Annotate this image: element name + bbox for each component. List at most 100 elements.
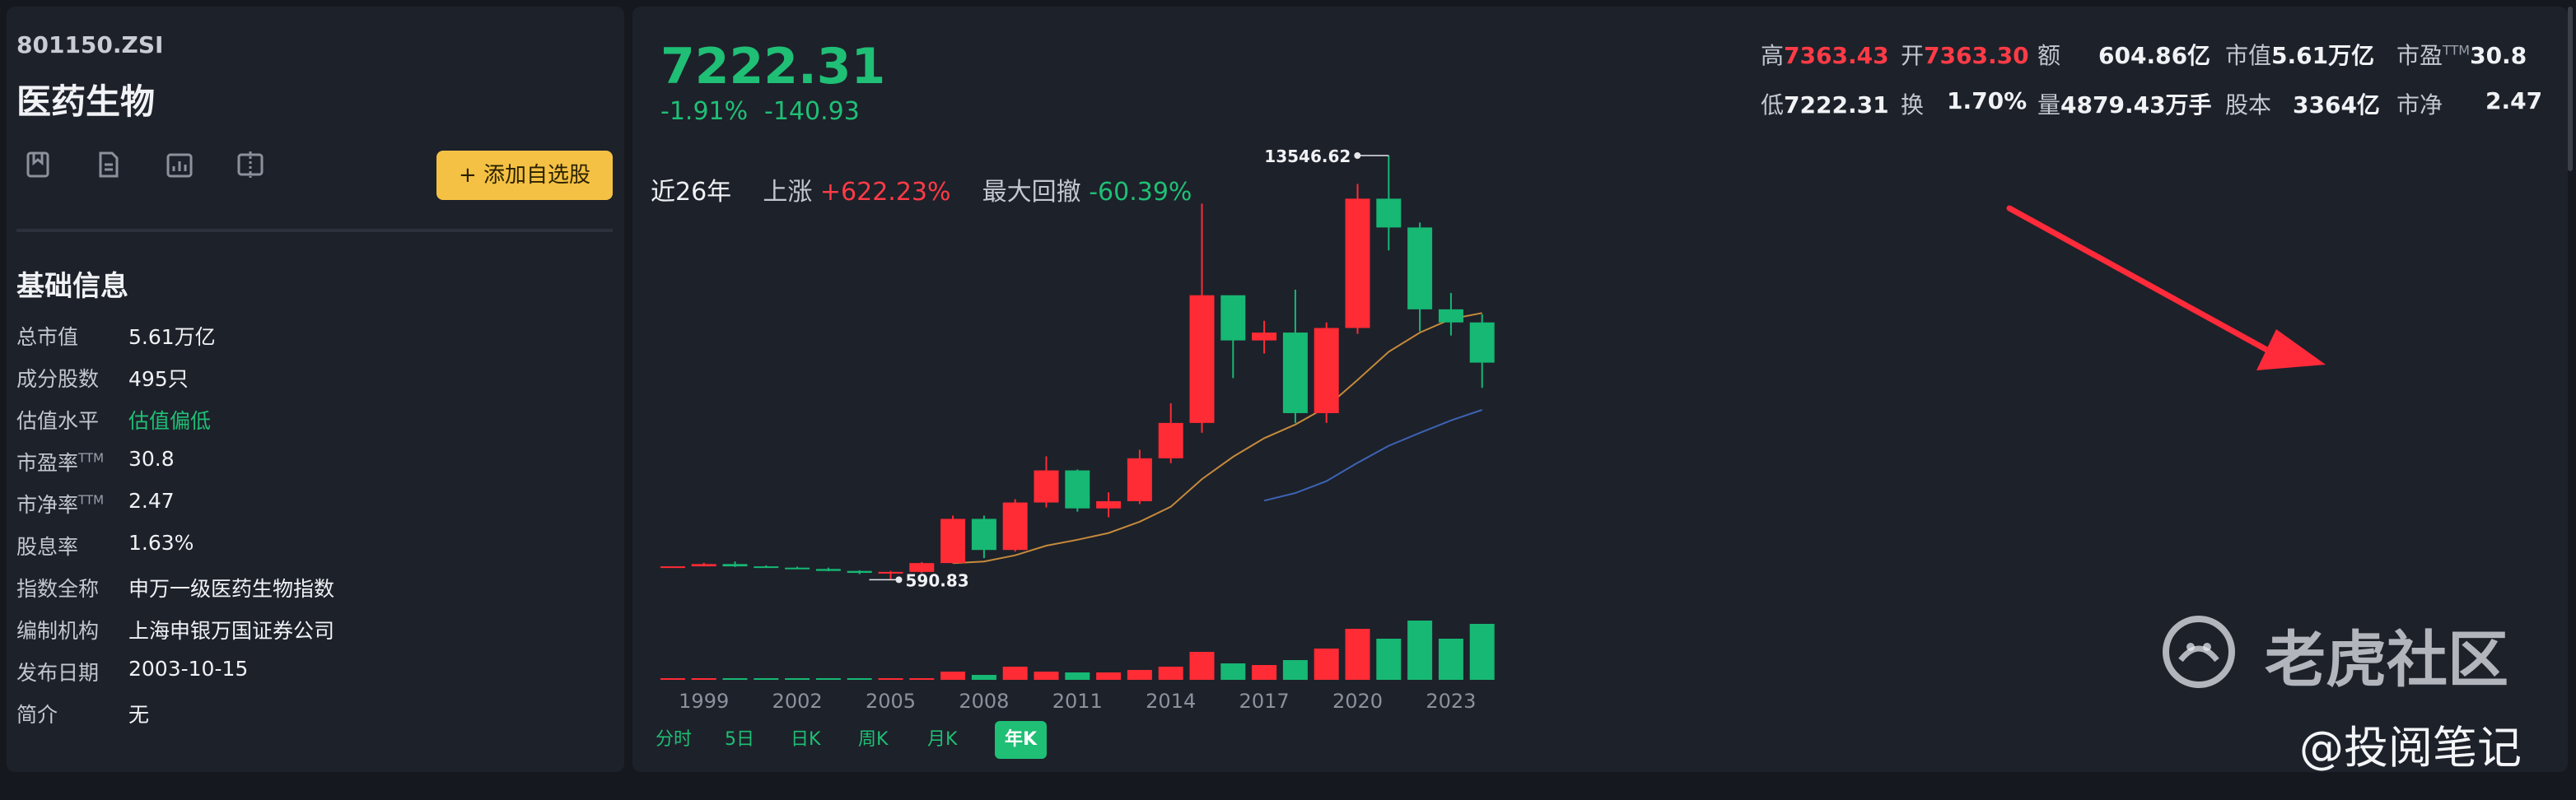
candle-body — [691, 564, 716, 567]
watermark-text: 老虎社区 — [2265, 625, 2508, 695]
stat-turnover-value: 1.70% — [1947, 87, 2028, 114]
author-credit: @投阅笔记 — [2299, 722, 2522, 774]
volume-bar — [971, 675, 996, 680]
performance-summary: 近26年 上涨 +622.23% 最大回撤 -60.39% — [651, 178, 1192, 207]
candle-body — [940, 519, 966, 564]
volume-bar — [1127, 670, 1152, 680]
candle-body — [754, 566, 779, 569]
tab-monthly[interactable]: 月K — [927, 729, 958, 750]
volume-bar — [1034, 672, 1059, 680]
candle-body — [1252, 333, 1277, 341]
candlestick-chart[interactable]: 1999 2002 2005 2008 2011 2014 2017 2020 2023 1354… — [632, 7, 2568, 772]
candle-body — [1438, 309, 1463, 323]
stat-pb: 市净 — [2396, 91, 2443, 119]
tab-weekly[interactable]: 周K — [858, 729, 889, 750]
security-code: 801150.ZSI — [16, 31, 164, 58]
tab-5day[interactable]: 5日 — [725, 729, 754, 750]
max-annotation: 13546.62 — [1264, 147, 1351, 166]
stat-volume: 量4879.43万手 — [2037, 91, 2212, 119]
add-watchlist-button[interactable]: + 添加自选股 — [436, 151, 613, 200]
candle-body — [1034, 470, 1059, 503]
candle-body — [909, 563, 935, 572]
volume-bar — [815, 678, 841, 680]
tab-intraday[interactable]: 分时 — [656, 729, 693, 750]
candle-body — [971, 519, 996, 551]
basic-info-title: 基础信息 — [16, 270, 128, 303]
tab-daily[interactable]: 日K — [791, 729, 821, 750]
volume-bar — [1189, 652, 1215, 680]
stat-low: 低7222.31 — [1761, 91, 1889, 119]
stat-turnover: 换 — [1901, 91, 1925, 119]
candle-body — [1158, 422, 1183, 458]
document-icon[interactable] — [92, 148, 125, 181]
stat-amount: 额 — [2037, 42, 2061, 69]
volume-bar — [1252, 665, 1277, 680]
annotation-arrow-shaft — [2006, 205, 2275, 356]
change-percent: -1.91% — [660, 97, 749, 126]
x-tick-label: 2002 — [772, 690, 823, 713]
volume-bar — [940, 672, 966, 680]
x-tick-label: 1999 — [679, 690, 729, 713]
candle-body — [1469, 322, 1495, 363]
stat-pb-value: 2.47 — [2485, 87, 2543, 114]
stat-amount-value: 604.86亿 — [2098, 42, 2211, 69]
candle-body — [815, 569, 841, 571]
candle-body — [1220, 295, 1246, 341]
candle-body — [1345, 198, 1370, 328]
candle-body — [1096, 500, 1122, 509]
stat-high: 高7363.43 — [1761, 42, 1889, 69]
stat-shares-value: 3364亿 — [2293, 91, 2380, 119]
candle-body — [1282, 333, 1308, 413]
min-annotation: 590.83 — [906, 570, 969, 590]
volume-bar — [785, 678, 810, 680]
compare-icon[interactable] — [234, 148, 267, 181]
security-name: 医药生物 — [16, 81, 156, 122]
volume-bar — [847, 678, 872, 680]
x-tick-label: 2017 — [1239, 690, 1290, 713]
x-tick-label: 2008 — [959, 690, 1009, 713]
x-tick-label: 2005 — [866, 690, 916, 713]
candle-body — [878, 571, 903, 574]
ma-line-long — [1263, 409, 1483, 502]
volume-bar — [754, 678, 779, 680]
volume-bar — [660, 678, 685, 680]
candle-body — [1127, 458, 1152, 501]
max-marker-dot — [1354, 151, 1361, 159]
x-tick-label: 2014 — [1146, 690, 1196, 713]
candle-body — [1002, 502, 1028, 551]
x-tick-label: 2011 — [1052, 690, 1103, 713]
candle-body — [1376, 198, 1402, 228]
annotation-arrow-head — [2256, 329, 2326, 370]
ma-line-short — [953, 312, 1482, 565]
security-info-panel: 801150.ZSI 医药生物 + 添加自选股 基础信息 总市值 5.61万亿 成… — [7, 7, 624, 772]
volume-bar — [1096, 672, 1122, 680]
notes-icon[interactable] — [21, 148, 54, 181]
last-price: 7222.31 — [660, 38, 886, 95]
candle-body — [847, 570, 872, 574]
candle-body — [1065, 470, 1090, 509]
chart-panel: 7222.31 -1.91% -140.93 高7363.43 开7363.30… — [632, 7, 2568, 772]
min-marker-dot — [895, 576, 903, 584]
candle-body — [1314, 328, 1339, 413]
volume-bar — [909, 678, 935, 680]
volume-bar — [722, 678, 748, 680]
volume-bar — [1376, 639, 1402, 680]
stat-mktcap: 市值5.61万亿 — [2225, 42, 2375, 69]
candle-body — [1407, 227, 1433, 309]
volume-bar — [1407, 621, 1433, 680]
x-tick-label: 2023 — [1426, 690, 1476, 713]
tab-yearly[interactable]: 年K — [995, 721, 1048, 759]
tiger-logo-icon — [2163, 616, 2235, 688]
stat-pe: 市盈TTM30.8 — [2396, 42, 2527, 69]
candle-body — [1189, 295, 1215, 423]
stat-open: 开7363.30 — [1901, 42, 2029, 69]
candle-body — [785, 567, 810, 570]
volume-bar — [1314, 649, 1339, 680]
volume-bar — [1282, 660, 1308, 680]
stat-shares: 股本 — [2225, 91, 2272, 119]
volume-bar — [1345, 629, 1370, 680]
finance-icon[interactable] — [163, 148, 196, 181]
volume-bar — [1438, 639, 1463, 680]
scrollbar[interactable] — [2568, 7, 2573, 171]
divider — [16, 229, 613, 232]
